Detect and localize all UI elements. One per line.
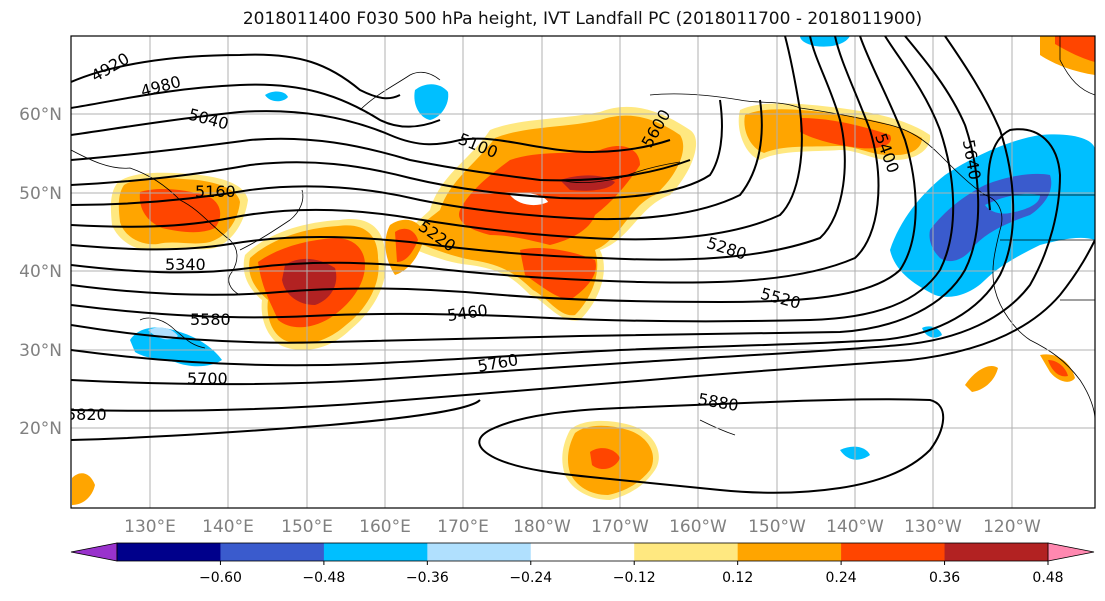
- ivt-negative-shading: [130, 36, 1095, 460]
- colorbar-segment: [634, 543, 739, 561]
- colorbar-segment: [737, 543, 842, 561]
- lon-tick-label: 140°E: [202, 517, 254, 537]
- colorbar-tick-label: −0.60: [199, 570, 242, 586]
- colorbar-segment: [117, 543, 221, 561]
- lon-tick-label: 160°W: [669, 517, 727, 537]
- lon-tick-label: 170°W: [591, 517, 649, 537]
- contour-label: 5160: [195, 182, 236, 201]
- lon-tick-label: 140°W: [826, 517, 884, 537]
- lon-tick-label: 180°W: [513, 517, 571, 537]
- colorbar-tick-label: −0.36: [406, 570, 449, 586]
- colorbar-tick-label: −0.24: [509, 570, 552, 586]
- map-frame: [70, 35, 1096, 509]
- colorbar: −0.60 −0.48 −0.36 −0.24 −0.12 0.12 0.24 0.36 0.4…: [70, 542, 1095, 586]
- colorbar-tick-label: −0.12: [613, 570, 656, 586]
- lon-tick-label: 170°E: [437, 517, 489, 537]
- lon-tick-label: 150°E: [281, 517, 333, 537]
- colorbar-segment: [427, 543, 532, 561]
- contour-label: 5700: [187, 369, 228, 388]
- latitude-axis: 60°N 50°N 40°N 30°N 20°N: [19, 105, 62, 439]
- colorbar-extend-right: [1047, 542, 1095, 562]
- colorbar-segment: [944, 543, 1049, 561]
- lat-tick-label: 20°N: [19, 419, 62, 439]
- colorbar-tick-label: −0.48: [302, 570, 345, 586]
- lon-tick-label: 150°W: [748, 517, 806, 537]
- lon-tick-label: 130°W: [904, 517, 962, 537]
- chart-title: 2018011400 F030 500 hPa height, IVT Land…: [242, 9, 923, 29]
- lat-tick-label: 40°N: [19, 262, 62, 282]
- contour-label: 5820: [66, 405, 107, 424]
- lat-tick-label: 50°N: [19, 184, 62, 204]
- colorbar-extend-left: [70, 542, 118, 562]
- lon-tick-label: 120°W: [983, 517, 1041, 537]
- colorbar-tick-label: 0.24: [826, 570, 857, 586]
- colorbar-segment: [841, 543, 946, 561]
- colorbar-tick-label: 0.12: [722, 570, 753, 586]
- colorbar-outline: [116, 542, 1049, 562]
- longitude-axis: 130°E 140°E 150°E 160°E 170°E 180°W 170°…: [124, 517, 1041, 537]
- lat-tick-label: 30°N: [19, 341, 62, 361]
- colorbar-segment: [220, 543, 325, 561]
- colorbar-tick-label: 0.48: [1032, 570, 1063, 586]
- lon-tick-label: 130°E: [124, 517, 176, 537]
- lon-tick-label: 160°E: [359, 517, 411, 537]
- graticule: [71, 36, 1095, 508]
- contour-label: 5340: [165, 255, 206, 274]
- colorbar-tick-label: 0.36: [929, 570, 960, 586]
- colorbar-segment: [530, 543, 635, 561]
- lat-tick-label: 60°N: [19, 105, 62, 125]
- height-contours: [71, 36, 1095, 494]
- contour-label: 5580: [190, 310, 231, 329]
- colorbar-segment: [323, 543, 428, 561]
